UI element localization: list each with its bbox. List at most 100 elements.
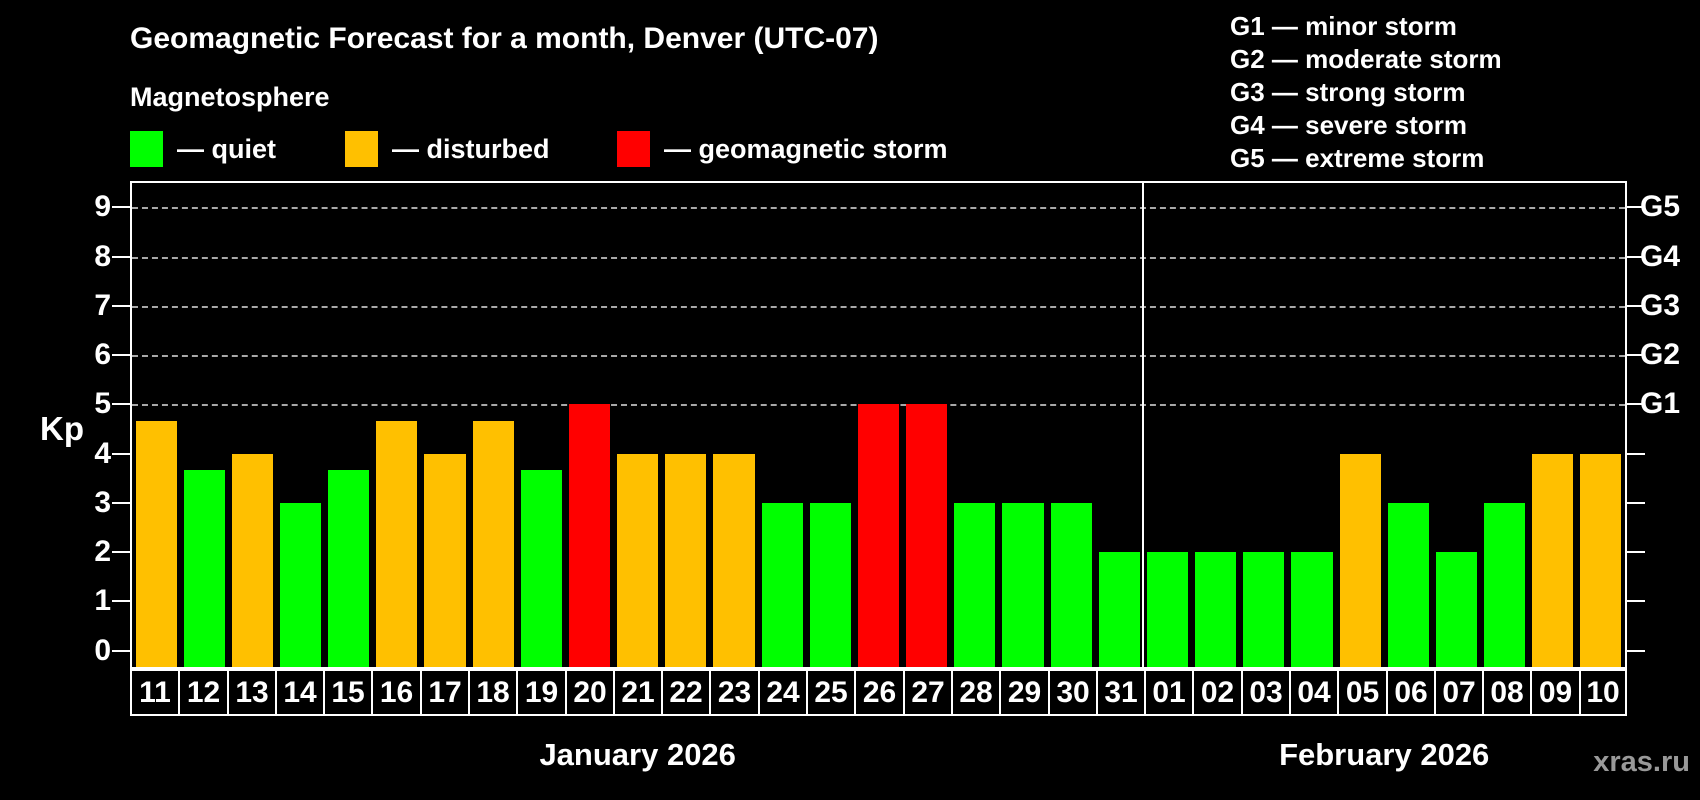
right-axis-label-g2: G2: [1640, 338, 1681, 371]
watermark: xras.ru: [1593, 746, 1690, 778]
bar-day-19: [520, 469, 562, 667]
g-legend-line-2: G2 — moderate storm: [1230, 44, 1502, 74]
right-axis-label-g1: G1: [1640, 387, 1681, 421]
day-label-29: 29: [999, 669, 1050, 716]
bar-day-23: [713, 453, 755, 667]
y-tick-label-2: 2: [94, 535, 111, 568]
day-label-10: 10: [1579, 669, 1627, 716]
y-tick-left-7: [112, 304, 130, 307]
bar-day-04: [1291, 552, 1333, 667]
y-tick-label-8: 8: [94, 239, 111, 273]
legend-item-disturbed: — disturbed: [345, 131, 550, 167]
g-legend-line-5: G5 — extreme storm: [1230, 143, 1485, 173]
y-tick-right-0: [1627, 649, 1645, 652]
y-tick-left-9: [112, 206, 130, 209]
y-tick-right-3: [1627, 501, 1645, 504]
right-axis-label-g3: G3: [1640, 288, 1681, 322]
bar-day-12: [183, 469, 225, 667]
bar-day-06: [1387, 502, 1429, 667]
y-tick-label-3: 3: [94, 485, 111, 519]
day-label-17: 17: [420, 669, 470, 716]
y-tick-left-4: [112, 452, 130, 455]
legend-label-storm: — geomagnetic storm: [664, 133, 948, 164]
plot-area: [130, 181, 1627, 669]
gridline-g4: [132, 256, 1625, 259]
month-label-february: February 2026: [1279, 737, 1490, 772]
bar-day-25: [809, 502, 851, 667]
bar-day-02: [1195, 552, 1237, 667]
bar-day-13: [231, 453, 273, 667]
day-label-07: 07: [1434, 669, 1484, 716]
y-tick-left-8: [112, 255, 130, 258]
y-tick-right-8: [1627, 255, 1645, 258]
legend-label-quiet: — quiet: [177, 133, 276, 164]
y-tick-right-5: [1627, 403, 1645, 406]
day-label-09: 09: [1530, 669, 1581, 716]
y-tick-left-6: [112, 354, 130, 356]
legend-item-quiet: — quiet: [130, 131, 276, 167]
g-legend-line-3: G3 — strong storm: [1230, 77, 1466, 107]
bar-day-03: [1243, 552, 1285, 667]
y-tick-label-0: 0: [94, 633, 111, 667]
y-tick-left-1: [112, 600, 130, 603]
bar-day-18: [472, 420, 514, 667]
month-separator: [1142, 183, 1145, 667]
day-label-22: 22: [661, 669, 711, 716]
day-label-28: 28: [951, 669, 1001, 716]
legend-swatch-disturbed: [345, 131, 378, 167]
bar-day-07: [1435, 552, 1477, 667]
y-tick-left-3: [112, 501, 130, 504]
g-scale-legend: G1 — minor storm G2 — moderate storm G3 — …: [1230, 10, 1502, 175]
bar-day-28: [954, 502, 996, 667]
day-label-21: 21: [613, 669, 663, 716]
legend-swatch-quiet: [130, 131, 163, 167]
day-label-19: 19: [516, 669, 567, 716]
right-axis-label-g5: G5: [1640, 190, 1681, 224]
x-axis-day-labels: 11 12 13 14 15 16 17 18 19 20 21 22 23 24 25 26 27 28 29 30…: [130, 669, 1627, 716]
bar-day-29: [1002, 502, 1044, 667]
gridline-g3: [132, 305, 1625, 308]
bar-day-09: [1532, 453, 1574, 667]
day-label-03: 03: [1241, 669, 1291, 716]
y-tick-label-7: 7: [94, 288, 111, 322]
y-tick-right-7: [1627, 304, 1645, 307]
day-label-08: 08: [1482, 669, 1532, 716]
bar-day-11: [135, 420, 177, 667]
bar-day-26: [857, 404, 900, 667]
day-label-20: 20: [565, 669, 615, 716]
bar-day-08: [1484, 502, 1526, 667]
y-tick-right-4: [1627, 452, 1645, 455]
g-legend-line-4: G4 — severe storm: [1230, 110, 1468, 140]
day-label-23: 23: [709, 669, 760, 716]
day-label-27: 27: [903, 669, 953, 716]
g-legend-line-1: G1 — minor storm: [1230, 11, 1457, 41]
day-label-18: 18: [468, 669, 518, 716]
bar-day-01: [1146, 552, 1189, 667]
legend-swatch-storm: [617, 131, 650, 167]
day-label-31: 31: [1096, 669, 1146, 716]
bar-day-22: [665, 453, 707, 667]
bar-day-15: [328, 469, 370, 667]
day-label-12: 12: [178, 669, 229, 716]
y-tick-left-5: [112, 403, 130, 406]
day-label-24: 24: [758, 669, 808, 716]
day-label-15: 15: [323, 669, 373, 716]
day-label-16: 16: [371, 669, 422, 716]
day-label-06: 06: [1386, 669, 1436, 716]
day-label-13: 13: [227, 669, 277, 716]
day-label-30: 30: [1048, 669, 1098, 716]
right-axis-label-g4: G4: [1640, 239, 1681, 273]
y-tick-label-1: 1: [94, 584, 111, 618]
bar-day-24: [761, 502, 803, 667]
y-tick-label-6: 6: [94, 338, 111, 371]
day-label-05: 05: [1337, 669, 1388, 716]
month-label-january: January 2026: [539, 737, 736, 772]
y-tick-right-1: [1627, 600, 1645, 603]
chart-subtitle: Magnetosphere: [130, 82, 330, 112]
bar-day-14: [279, 502, 322, 667]
y-tick-label-5: 5: [94, 387, 111, 421]
y-tick-right-6: [1627, 354, 1645, 356]
y-tick-label-9: 9: [94, 190, 111, 224]
bar-day-16: [376, 420, 418, 667]
bar-day-21: [617, 453, 659, 667]
